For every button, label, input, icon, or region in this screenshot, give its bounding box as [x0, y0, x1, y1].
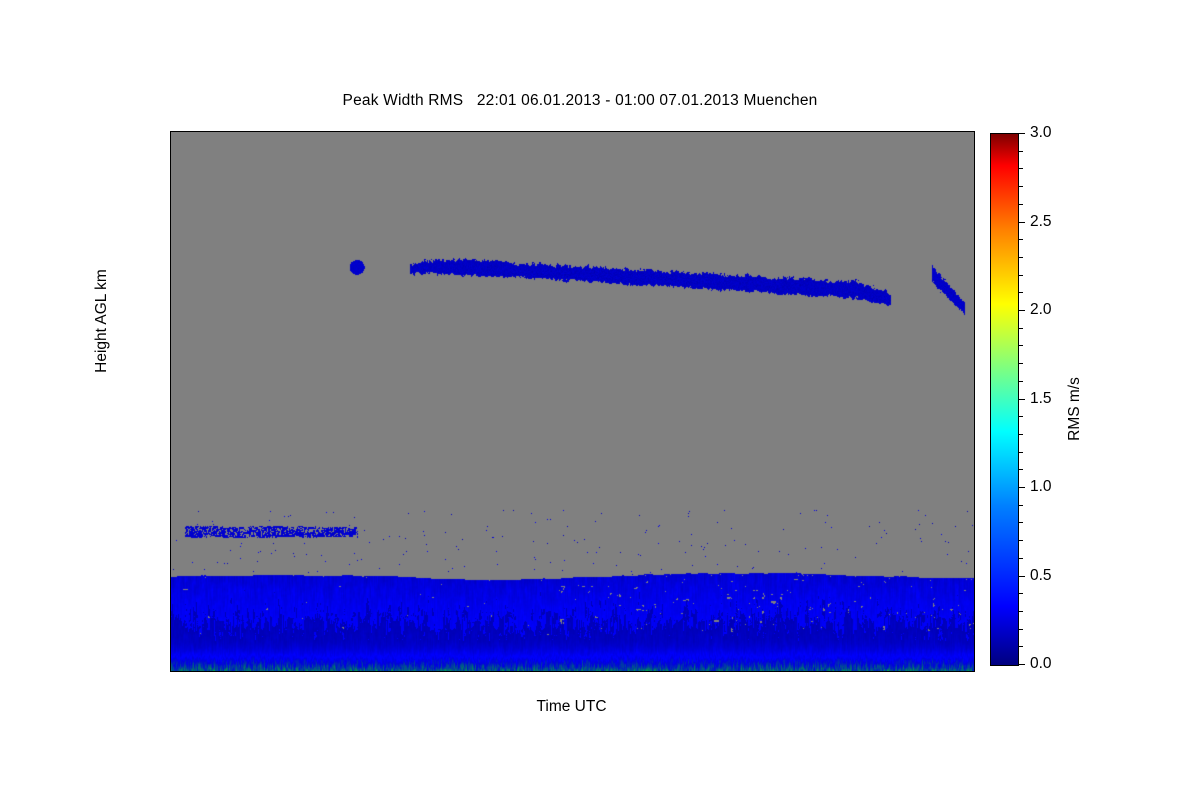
colorbar-tick-label: 1.5 — [1030, 389, 1052, 407]
x-tick-minor — [481, 671, 482, 672]
colorbar-tick-minor — [1019, 327, 1023, 329]
x-tick-major — [570, 671, 571, 672]
y-tick-major — [170, 302, 171, 303]
x-tick-major — [974, 671, 975, 672]
colorbar-tick-label: 0.0 — [1030, 655, 1052, 672]
y-tick-major — [170, 210, 171, 211]
colorbar[interactable]: 0.0 0.5 1.0 1.5 2.0 2.5 3.0 — [990, 124, 1052, 672]
x-tick-minor — [525, 671, 526, 672]
colorbar-tick — [1019, 487, 1025, 488]
colorbar-tick-minor — [1019, 363, 1023, 365]
colorbar-tick-minor — [1019, 239, 1023, 241]
colorbar-tick-minor — [1019, 168, 1023, 170]
colorbar-tick-label: 1.0 — [1030, 478, 1052, 495]
y-tick-minor — [170, 533, 171, 534]
colorbar-tick-minor — [1019, 416, 1023, 418]
x-tick-minor — [884, 671, 885, 672]
colorbar-tick-minor — [1019, 628, 1023, 630]
colorbar-tick-minor — [1019, 433, 1023, 435]
y-tick-major — [170, 579, 171, 580]
colorbar-tick-label: 2.0 — [1030, 301, 1052, 318]
colorbar-tick-minor — [1019, 557, 1023, 559]
colorbar-gradient — [990, 133, 1019, 666]
colorbar-tick-minor — [1019, 593, 1023, 595]
x-axis-label: Time UTC — [536, 698, 607, 715]
x-tick-minor — [346, 671, 347, 672]
colorbar-tick — [1019, 221, 1025, 223]
heatmap-canvas — [171, 132, 974, 671]
y-tick-minor — [170, 256, 171, 257]
x-tick-minor — [929, 671, 930, 672]
colorbar-tick-minor — [1019, 451, 1023, 453]
x-tick-minor — [211, 671, 212, 672]
x-tick-minor — [256, 671, 257, 672]
colorbar-label: RMS m/s — [1066, 377, 1083, 441]
plot-area[interactable]: 24681022:3023:0023:3000:0000:3001:00 — [170, 131, 975, 672]
x-tick-major — [301, 671, 302, 672]
x-tick-minor — [660, 671, 661, 672]
colorbar-tick-minor — [1019, 292, 1023, 294]
colorbar-tick — [1019, 664, 1025, 665]
colorbar-tick-minor — [1019, 150, 1023, 152]
colorbar-tick-minor — [1019, 380, 1023, 382]
y-tick-minor — [170, 349, 171, 350]
colorbar-tick-minor — [1019, 203, 1023, 205]
colorbar-tick-minor — [1019, 646, 1023, 648]
colorbar-tick-label: 2.5 — [1030, 212, 1052, 230]
colorbar-tick — [1019, 133, 1025, 134]
colorbar-tick — [1019, 310, 1025, 311]
colorbar-tick-label: 0.5 — [1030, 566, 1052, 584]
colorbar-tick-minor — [1019, 186, 1023, 188]
colorbar-tick-minor — [1019, 256, 1023, 258]
x-tick-minor — [615, 671, 616, 672]
y-tick-major — [170, 487, 171, 488]
colorbar-tick-label: 3.0 — [1030, 124, 1052, 141]
colorbar-tick-minor — [1019, 540, 1023, 542]
colorbar-tick-minor — [1019, 610, 1023, 612]
y-tick-major — [170, 395, 171, 396]
colorbar-tick — [1019, 575, 1025, 577]
y-axis-label: Height AGL km — [93, 269, 110, 373]
page-title: Peak Width RMS 22:01 06.01.2013 - 01:00 … — [342, 92, 818, 109]
x-tick-major — [839, 671, 840, 672]
x-tick-minor — [795, 671, 796, 672]
colorbar-tick-minor — [1019, 274, 1023, 276]
colorbar-tick-minor — [1019, 522, 1023, 524]
x-tick-major — [436, 671, 437, 672]
x-tick-minor — [750, 671, 751, 672]
colorbar-tick — [1019, 398, 1025, 400]
y-tick-minor — [170, 625, 171, 626]
y-tick-minor — [170, 164, 171, 165]
colorbar-tick-minor — [1019, 504, 1023, 506]
colorbar-tick-minor — [1019, 345, 1023, 347]
x-tick-major — [705, 671, 706, 672]
x-tick-minor — [391, 671, 392, 672]
colorbar-tick-minor — [1019, 469, 1023, 471]
y-tick-minor — [170, 441, 171, 442]
